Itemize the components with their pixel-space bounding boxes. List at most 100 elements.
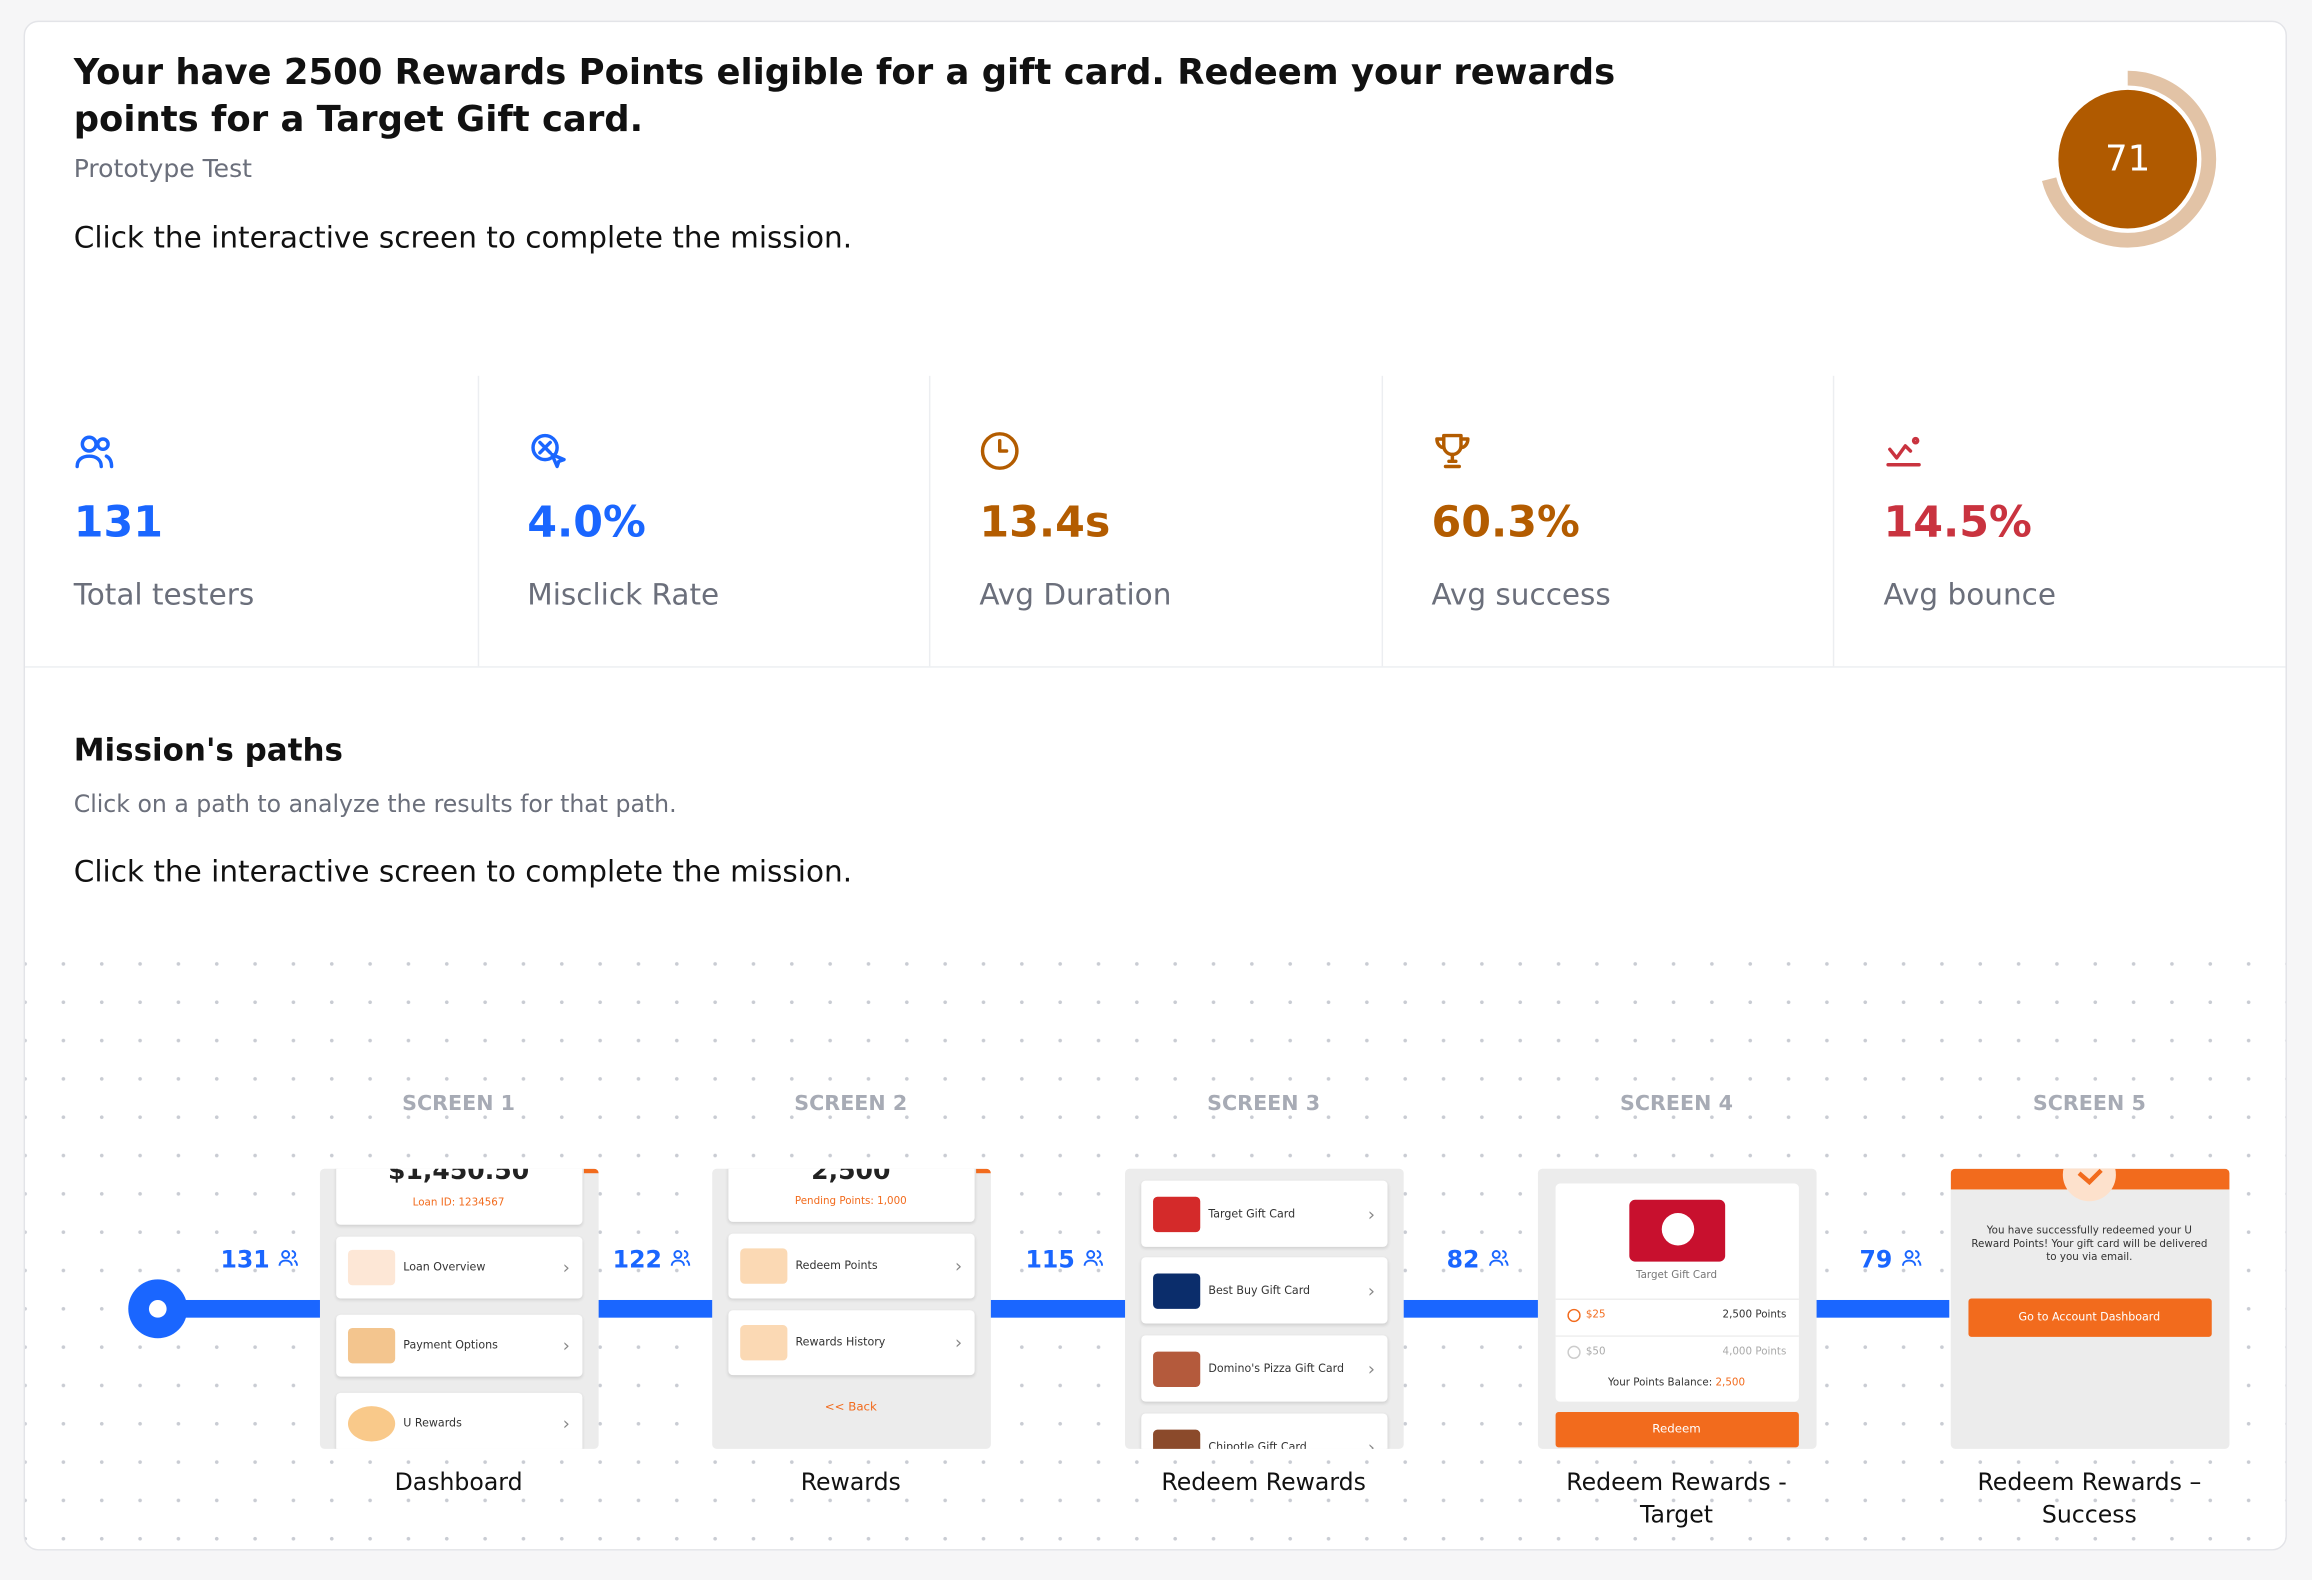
screen-step: SCREEN 3 (1207, 1092, 1321, 1116)
gift-card-row[interactable]: Domino's Pizza Gift Card › (1140, 1335, 1387, 1402)
balance-line: Your Points Balance: 2,500 (1537, 1377, 1816, 1389)
row-icon (347, 1406, 395, 1442)
amount-option[interactable]: $25 2,500 Points (1554, 1298, 1799, 1333)
row-label: Target Gift Card (1208, 1206, 1296, 1220)
back-link[interactable]: << Back (824, 1400, 877, 1414)
row-label: Rewards History (795, 1335, 886, 1349)
tester-icon (1489, 1250, 1509, 1266)
chevron: › (955, 1332, 963, 1354)
score-arc (2039, 70, 2217, 248)
row-label: Payment Options (403, 1338, 498, 1352)
screen-name: Dashboard (394, 1468, 523, 1497)
mission-subtitle: Prototype Test (73, 154, 253, 185)
path-count[interactable]: 122 (607, 1245, 698, 1273)
stat-icon (979, 430, 1020, 477)
amount-option[interactable]: $50 4,000 Points (1554, 1335, 1799, 1369)
row-icon (739, 1325, 787, 1361)
tester-icon (279, 1250, 299, 1266)
stat: 13.4s Avg Duration (929, 375, 1382, 667)
redeem-button[interactable]: Redeem (1554, 1411, 1799, 1448)
mission-title: Your have 2500 Rewards Points eligible f… (73, 51, 1616, 141)
menu-row[interactable]: Redeem Points › (727, 1233, 974, 1299)
dashboard-button[interactable]: Go to Account Dashboard (1967, 1298, 2212, 1337)
option-amount: $25 (1585, 1308, 1606, 1321)
row-icon (347, 1249, 395, 1286)
score-ring: 71 (2039, 70, 2217, 248)
chevron: › (1367, 1436, 1375, 1449)
stat: 60.3% Avg success (1381, 375, 1834, 667)
stat-label: Avg bounce (1883, 576, 2057, 612)
screen-thumbnail[interactable]: 2,500 Pending Points: 1,000 Redeem Points ›… (711, 1168, 991, 1449)
screen-step: SCREEN 4 (1620, 1092, 1733, 1116)
menu-row[interactable]: Rewards History › (727, 1310, 974, 1376)
paths-title: Mission's paths (73, 732, 343, 768)
stat-label: Misclick Rate (527, 576, 720, 612)
chevron: › (562, 1335, 570, 1356)
stat-label: Avg success (1431, 576, 1611, 612)
score-badge (2058, 89, 2198, 229)
path-line[interactable] (157, 1299, 1950, 1318)
screen-step: SCREEN 1 (402, 1092, 516, 1116)
stat-value: 4.0% (527, 496, 646, 547)
option-amount: $50 (1585, 1345, 1606, 1358)
count-value: 79 (1859, 1245, 1893, 1274)
card-image (1628, 1199, 1725, 1262)
mission-instruction: Click the interactive screen to complete… (73, 219, 853, 255)
success-message: You have successfully redeemed your U Re… (1971, 1224, 2208, 1264)
thumb-accent (583, 1168, 598, 1174)
screen-thumbnail[interactable]: Target Gift Card $25 2,500 Points $50 4,000 … (1537, 1168, 1816, 1449)
menu-row[interactable]: Payment Options › (335, 1314, 582, 1377)
stat: 14.5% Avg bounce (1833, 375, 2285, 667)
screen-thumbnail[interactable]: Target Gift Card › Best Buy Gift Card › Domi… (1124, 1168, 1403, 1449)
balance-sub: Loan ID: 1234567 (412, 1196, 505, 1209)
chevron: › (562, 1257, 570, 1278)
menu-row[interactable]: Loan Overview › (335, 1236, 582, 1299)
balance-amount: $1,450.50 (388, 1168, 530, 1187)
row-label: Redeem Points (795, 1258, 878, 1272)
row-icon (1152, 1428, 1200, 1449)
screen-name: Redeem Rewards - Target (1566, 1468, 1787, 1529)
screen-thumbnail[interactable]: You have successfully redeemed your U Re… (1950, 1168, 2229, 1449)
option-radio (1566, 1308, 1580, 1323)
chevron: › (1367, 1280, 1375, 1301)
gift-card-row[interactable]: Chipotle Gift Card › (1140, 1413, 1387, 1449)
points-sub: Pending Points: 1,000 (794, 1195, 907, 1208)
balance-label: Your Points Balance: (1607, 1376, 1716, 1389)
row-icon (1152, 1196, 1200, 1232)
stat-icon (527, 430, 568, 477)
tester-icon (671, 1250, 691, 1266)
stat: 4.0% Misclick Rate (477, 375, 930, 667)
tester-icon (1084, 1250, 1104, 1266)
paths-instruction: Click the interactive screen to complete… (73, 853, 853, 889)
path-count[interactable]: 82 (1432, 1245, 1523, 1273)
option-radio (1566, 1345, 1580, 1359)
stat-value: 13.4s (979, 496, 1111, 547)
stats-row: 131 Total testers 4.0% Misclick Rate 13.4s Av… (25, 375, 2286, 668)
count-value: 122 (612, 1245, 662, 1274)
gift-card-row[interactable]: Target Gift Card › (1140, 1180, 1387, 1247)
stat-label: Avg Duration (979, 576, 1172, 612)
balance-card: $1,450.50 Loan ID: 1234567 (335, 1168, 582, 1225)
points-amount: 2,500 (811, 1168, 891, 1187)
chevron: › (955, 1255, 963, 1277)
thumb-accent (975, 1168, 991, 1174)
path-count[interactable]: 79 (1845, 1245, 1936, 1273)
chevron: › (562, 1413, 570, 1435)
screen-thumbnail[interactable]: $1,450.50 Loan ID: 1234567 Loan Overview › P… (319, 1168, 598, 1449)
option-points: 2,500 Points (1722, 1308, 1787, 1321)
menu-row[interactable]: U Rewards › (335, 1392, 582, 1449)
stat-icon (74, 430, 115, 477)
path-count[interactable]: 131 (215, 1245, 306, 1273)
row-label: Loan Overview (403, 1260, 486, 1274)
gift-card-row[interactable]: Best Buy Gift Card › (1140, 1257, 1387, 1324)
stat: 131 Total testers (25, 376, 476, 666)
success-icon (2062, 1168, 2116, 1202)
row-icon (739, 1248, 787, 1284)
stat-value: 14.5% (1883, 496, 2032, 547)
row-icon (1152, 1272, 1200, 1309)
points-card: 2,500 Pending Points: 1,000 (727, 1168, 974, 1222)
count-value: 82 (1446, 1245, 1480, 1274)
screen-name: Redeem Rewards – Success (1977, 1468, 2202, 1529)
screen-step: SCREEN 2 (794, 1092, 908, 1116)
path-count[interactable]: 115 (1020, 1245, 1111, 1273)
